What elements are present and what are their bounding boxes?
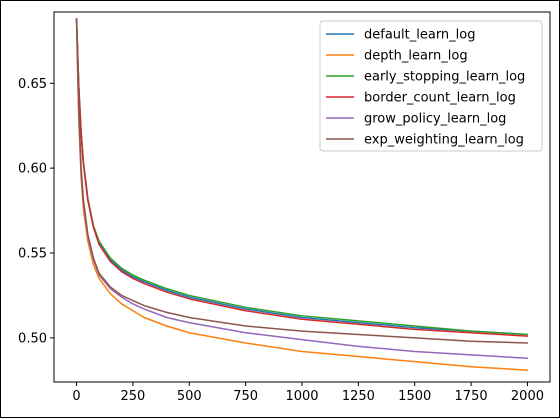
x-tick-label: 0: [72, 389, 80, 404]
y-tick-label: 0.55: [18, 247, 47, 262]
legend-label: depth_learn_log: [364, 49, 468, 64]
x-tick-label: 500: [177, 389, 202, 404]
legend-label: default_learn_log: [364, 28, 476, 43]
legend-label: exp_weighting_learn_log: [364, 133, 524, 148]
x-tick-label: 1500: [398, 389, 431, 404]
x-tick-label: 2000: [511, 389, 544, 404]
x-axis-ticks: 0 250 500 750 1000 1250 1500 1750 2000: [72, 382, 544, 404]
series-line-exp-weighting-learn-log: [75, 18, 529, 344]
legend-label: grow_policy_learn_log: [364, 112, 506, 127]
y-axis-ticks: 0.50 0.55 0.60 0.65: [18, 77, 54, 346]
series-layer: [75, 18, 529, 371]
x-tick-label: 1250: [342, 389, 375, 404]
legend-label: early_stopping_learn_log: [364, 70, 525, 85]
y-tick-label: 0.65: [18, 77, 47, 92]
legend: default_learn_log depth_learn_log early_st…: [319, 20, 543, 152]
x-tick-label: 250: [120, 389, 145, 404]
x-tick-label: 1750: [455, 389, 488, 404]
y-tick-label: 0.50: [18, 331, 47, 346]
x-tick-label: 1000: [285, 389, 318, 404]
legend-box: [319, 20, 543, 152]
series-line-border-count-learn-log: [75, 18, 529, 337]
x-tick-label: 750: [233, 389, 258, 404]
y-tick-label: 0.60: [18, 162, 47, 177]
legend-label: border_count_learn_log: [364, 91, 516, 106]
